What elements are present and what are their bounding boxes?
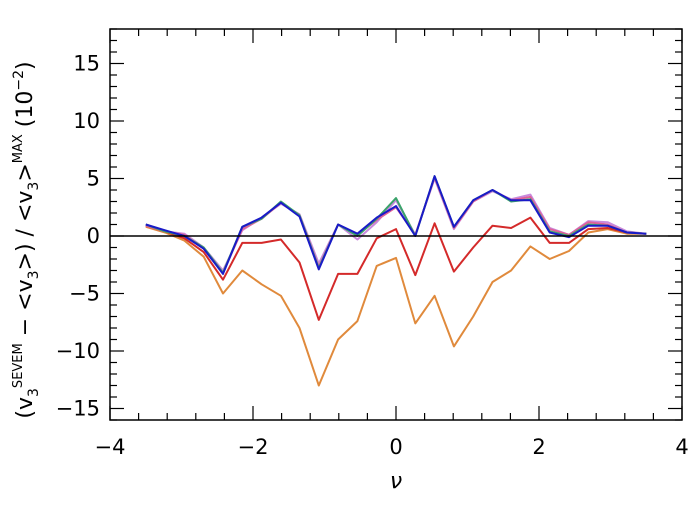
x-ticks: −4 −2 0 2 4 bbox=[95, 29, 689, 459]
y-title-sub: 3 bbox=[26, 388, 42, 397]
series-line-2 bbox=[145, 216, 647, 321]
x-tick-label: 4 bbox=[675, 435, 688, 459]
y-tick-label: 10 bbox=[73, 109, 100, 133]
y-title-close-end: > bbox=[13, 163, 38, 181]
y-tick-label: 5 bbox=[87, 167, 100, 191]
x-tick-label: −2 bbox=[238, 435, 269, 459]
y-axis-title: (v3SEVEM − <v3>) / <v3>MAX (10−2) bbox=[11, 61, 42, 418]
y-tick-label: 15 bbox=[73, 52, 100, 76]
y-tick-label: −10 bbox=[56, 339, 100, 363]
y-title-open: (v bbox=[13, 397, 38, 419]
y-tick-label: 0 bbox=[87, 224, 100, 248]
x-tick-label: 0 bbox=[389, 435, 402, 459]
y-ticks: −15 −10 −5 0 5 10 15 bbox=[56, 28, 682, 421]
y-title-units-close: ) bbox=[13, 61, 38, 70]
y-title-sup-sevem: SEVEM bbox=[11, 343, 26, 388]
y-title-middle: − <v bbox=[13, 279, 38, 343]
y-title-sub-c: 3 bbox=[26, 182, 42, 191]
x-tick-label: 2 bbox=[532, 435, 545, 459]
y-tick-label: −5 bbox=[69, 282, 100, 306]
y-title-sup-max: MAX bbox=[11, 134, 26, 163]
series-line-3 bbox=[145, 177, 647, 272]
series-layer bbox=[145, 175, 647, 387]
y-title-units-exp: −2 bbox=[11, 70, 27, 91]
series-line-1 bbox=[145, 225, 647, 387]
y-tick-label: −15 bbox=[56, 397, 100, 421]
y-title-units-open: (10 bbox=[13, 91, 38, 135]
y-title-sub-b: 3 bbox=[26, 270, 42, 279]
x-tick-label: −4 bbox=[95, 435, 126, 459]
x-axis-title: ν bbox=[390, 469, 402, 494]
y-title-close-mid: >) / <v bbox=[13, 191, 38, 271]
